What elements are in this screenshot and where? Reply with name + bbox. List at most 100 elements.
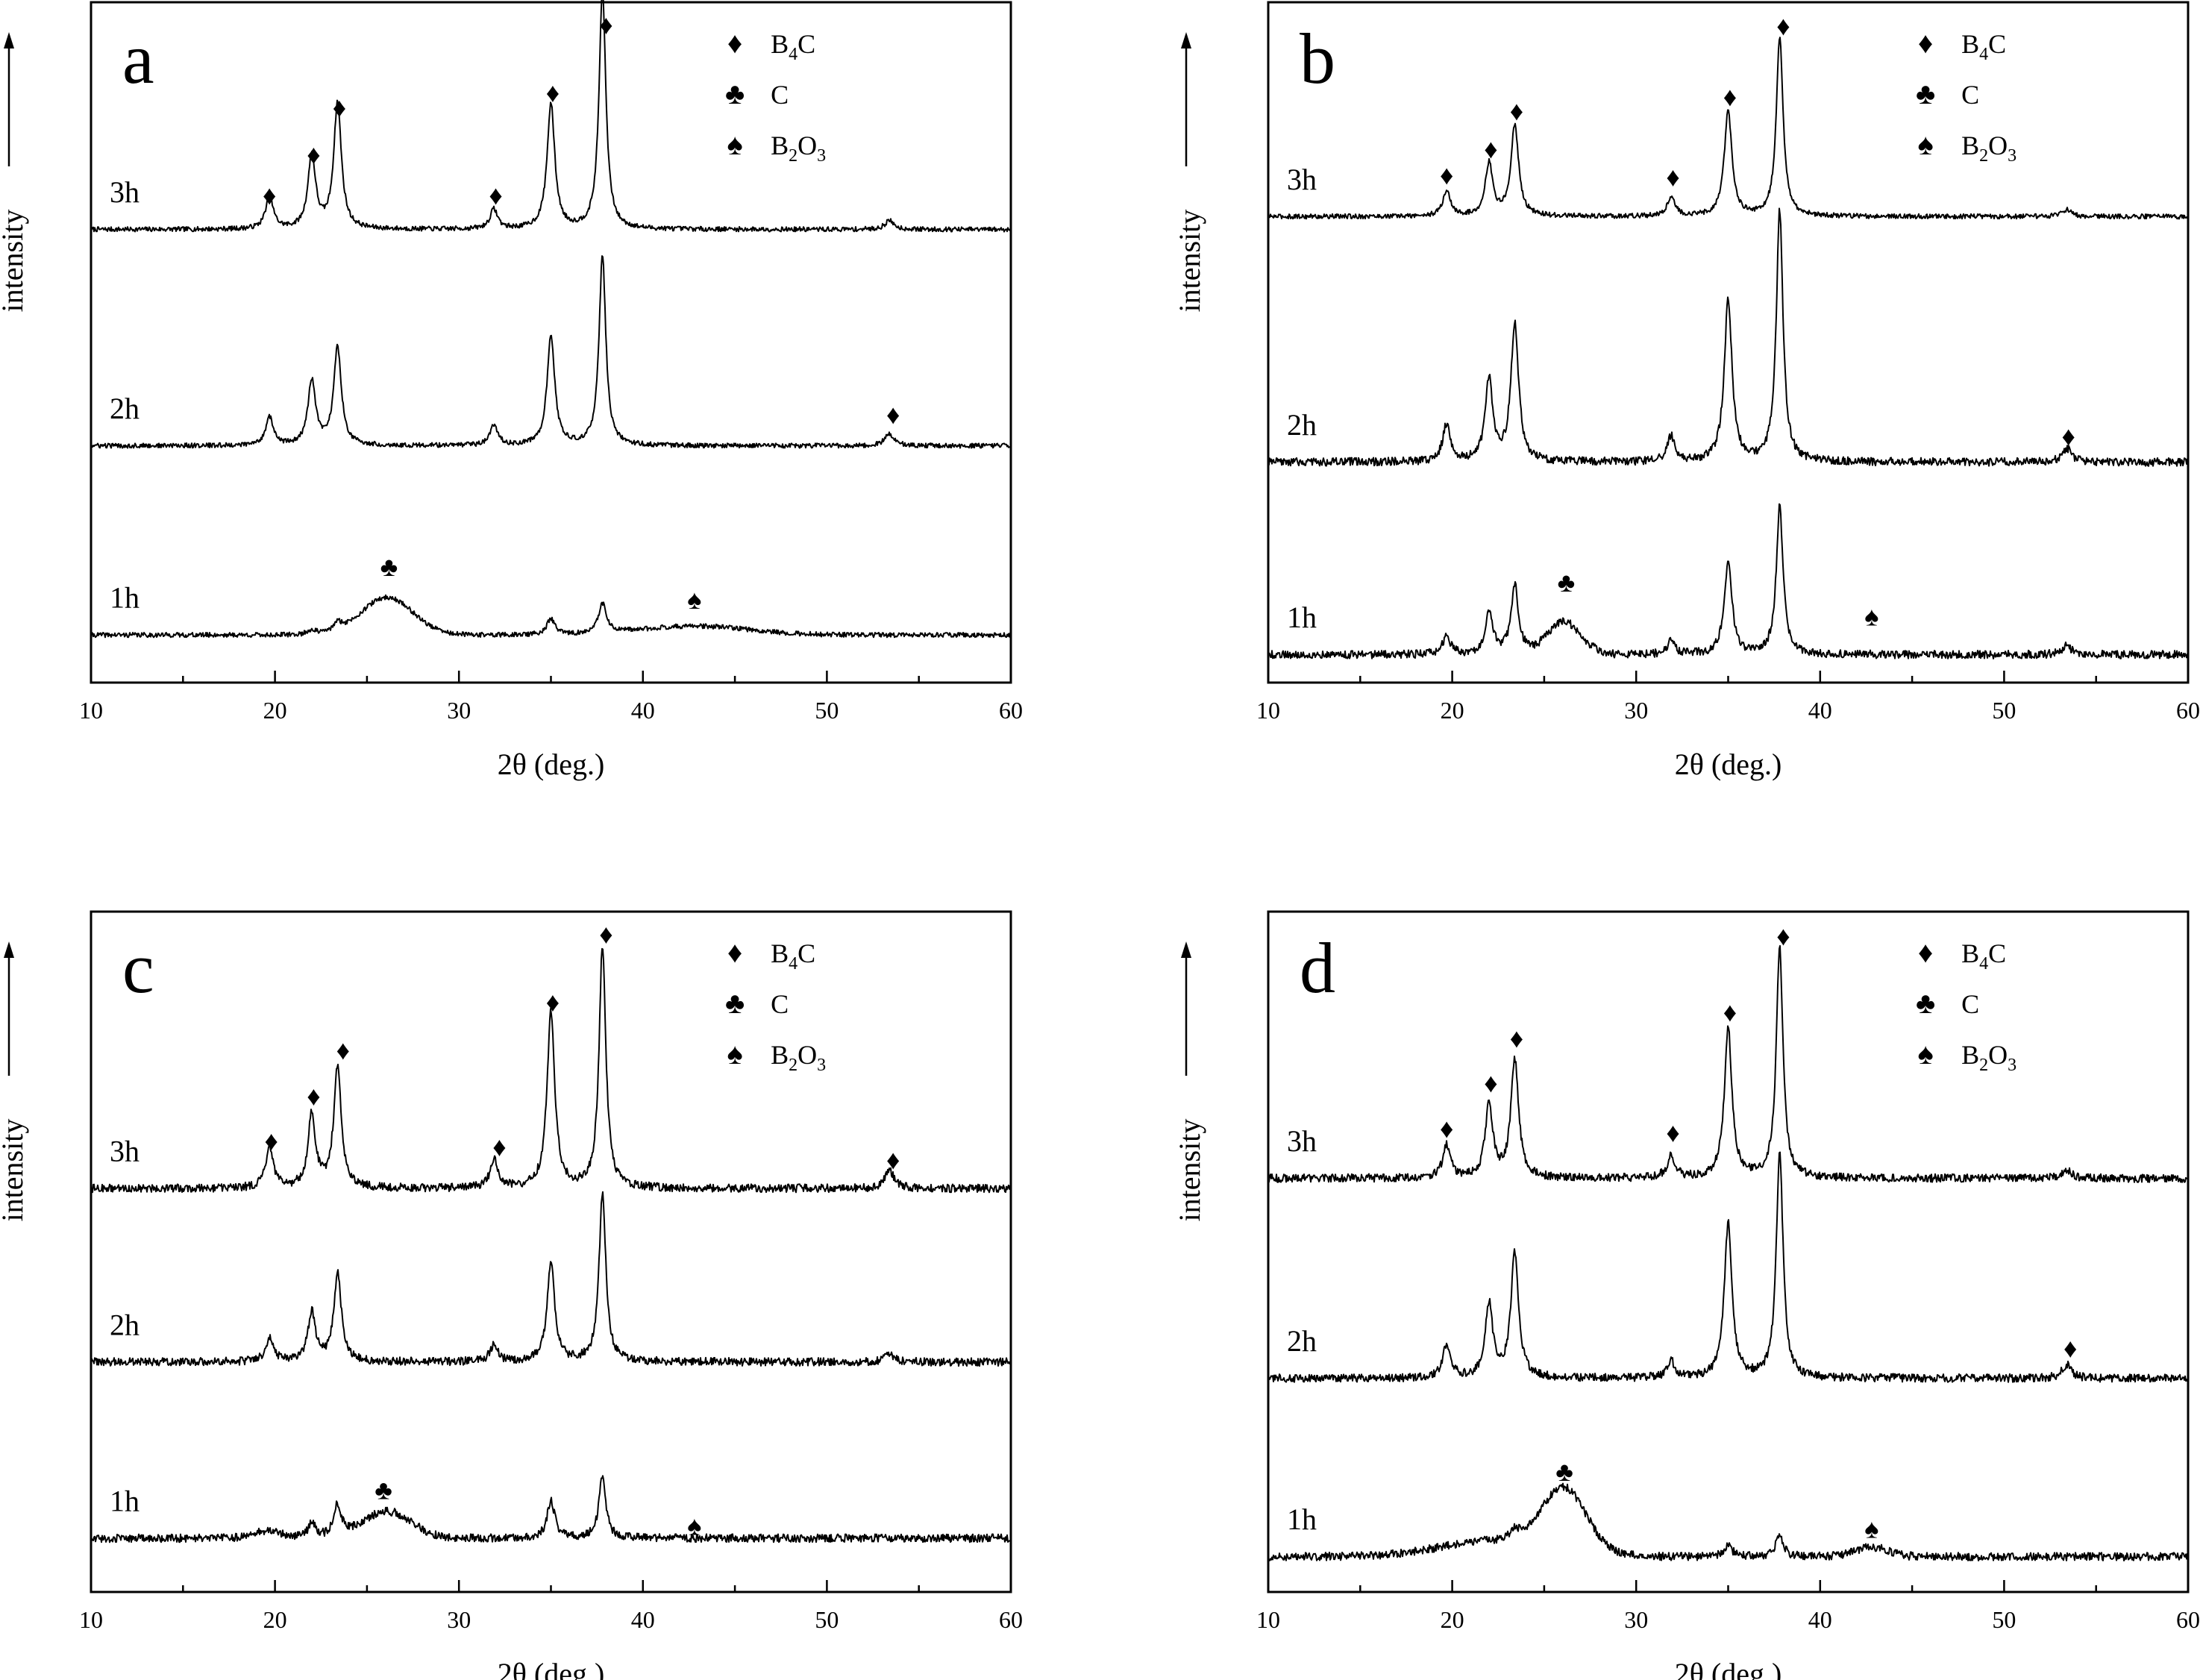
legend-diamond-icon: ♦ bbox=[1918, 935, 1933, 969]
diamond-marker-icon: ♦ bbox=[1666, 163, 1679, 192]
diamond-marker-icon: ♦ bbox=[1510, 1024, 1523, 1053]
x-axis-label: 2θ (deg.) bbox=[498, 747, 605, 781]
x-tick-label: 40 bbox=[631, 1606, 655, 1633]
x-tick-label: 10 bbox=[1256, 1606, 1280, 1633]
series-label: 2h bbox=[1287, 1324, 1317, 1358]
panel-label: d bbox=[1300, 928, 1335, 1008]
legend-label-sub: 2 bbox=[1979, 146, 1988, 166]
panel-label: a bbox=[122, 19, 154, 98]
diamond-marker-icon: ♦ bbox=[599, 919, 612, 949]
x-tick-label: 30 bbox=[1624, 1606, 1648, 1633]
series-line-3h bbox=[1267, 944, 2189, 1183]
series-label: 3h bbox=[110, 175, 140, 209]
diamond-marker-icon: ♦ bbox=[307, 1081, 320, 1111]
legend-label: B4C bbox=[1961, 938, 2006, 974]
y-axis-label: intensity bbox=[0, 1119, 29, 1222]
legend-label-main: B bbox=[1961, 29, 1979, 59]
legend-label: B2O3 bbox=[1961, 1040, 2016, 1075]
x-tick-label: 30 bbox=[1624, 697, 1648, 724]
legend-label-tail: C bbox=[1988, 938, 2006, 968]
x-tick-label: 30 bbox=[447, 1606, 471, 1633]
x-tick-label: 40 bbox=[1808, 697, 1832, 724]
diamond-marker-icon: ♦ bbox=[1510, 96, 1523, 126]
legend-label-tail: C bbox=[797, 29, 815, 59]
legend-label-sub: 3 bbox=[2008, 146, 2016, 166]
diamond-marker-icon: ♦ bbox=[1440, 1114, 1453, 1144]
x-tick-label: 60 bbox=[2176, 1606, 2200, 1633]
spade-marker-icon: ♠ bbox=[687, 1511, 701, 1541]
x-tick-label: 60 bbox=[999, 1606, 1023, 1633]
legend-label-main: B bbox=[1961, 938, 1979, 968]
x-tick-label: 10 bbox=[79, 697, 103, 724]
legend-diamond-icon: ♦ bbox=[727, 935, 742, 969]
series-label: 2h bbox=[110, 392, 140, 425]
x-tick-label: 60 bbox=[999, 697, 1023, 724]
x-axis-label: 2θ (deg.) bbox=[498, 1657, 605, 1680]
y-axis-label: intensity bbox=[1173, 210, 1206, 313]
diamond-marker-icon: ♦ bbox=[1776, 11, 1790, 41]
series-line-1h bbox=[90, 1475, 1012, 1543]
y-axis-label: intensity bbox=[0, 210, 29, 313]
legend-label-tail: O bbox=[797, 1040, 817, 1070]
series-label: 3h bbox=[1287, 1124, 1317, 1158]
legend-label-main: B bbox=[771, 131, 789, 160]
legend-label-sub: 3 bbox=[817, 1056, 826, 1075]
series-label: 1h bbox=[1287, 1502, 1317, 1536]
series-label: 1h bbox=[110, 1484, 140, 1517]
legend-label-tail: O bbox=[1988, 131, 2008, 160]
diamond-marker-icon: ♦ bbox=[1666, 1118, 1679, 1148]
series-label: 3h bbox=[110, 1135, 140, 1168]
series-line-1h bbox=[90, 594, 1012, 639]
spade-marker-icon: ♠ bbox=[687, 585, 701, 615]
legend-label-tail: O bbox=[797, 131, 817, 160]
x-tick-label: 50 bbox=[815, 1606, 839, 1633]
legend-diamond-icon: ♦ bbox=[727, 26, 742, 60]
legend-label: C bbox=[1961, 989, 1979, 1019]
legend-label-main: C bbox=[771, 989, 789, 1019]
diamond-marker-icon: ♦ bbox=[1723, 82, 1737, 112]
diamond-marker-icon: ♦ bbox=[599, 10, 612, 40]
legend-label: B4C bbox=[771, 29, 815, 64]
series-label: 2h bbox=[1287, 408, 1317, 442]
legend-spade-icon: ♠ bbox=[727, 1037, 742, 1071]
series-label: 1h bbox=[110, 581, 140, 615]
y-axis-label: intensity bbox=[1173, 1119, 1206, 1222]
series-line-3h bbox=[90, 0, 1012, 233]
legend-label-main: B bbox=[771, 29, 789, 59]
legend-label-sub: 2 bbox=[1979, 1056, 1988, 1075]
series-line-1h bbox=[1267, 1482, 2189, 1561]
x-tick-label: 20 bbox=[1441, 1606, 1464, 1633]
legend-label: B2O3 bbox=[771, 1040, 826, 1075]
series-label: 1h bbox=[1287, 601, 1317, 634]
diamond-marker-icon: ♦ bbox=[1484, 134, 1497, 164]
series-line-2h bbox=[1267, 1151, 2189, 1383]
diamond-marker-icon: ♦ bbox=[336, 1035, 350, 1065]
legend-label-main: C bbox=[1961, 80, 1979, 110]
series-label: 2h bbox=[110, 1308, 140, 1341]
spade-marker-icon: ♠ bbox=[1864, 602, 1878, 632]
diamond-marker-icon: ♦ bbox=[1484, 1068, 1497, 1098]
diamond-marker-icon: ♦ bbox=[489, 181, 502, 210]
legend-label-main: B bbox=[1961, 131, 1979, 160]
legend-label: B2O3 bbox=[771, 131, 826, 166]
legend-label-sub: 3 bbox=[2008, 1056, 2016, 1075]
legend-club-icon: ♣ bbox=[725, 77, 745, 110]
legend-label-tail: C bbox=[797, 938, 815, 968]
diamond-marker-icon: ♦ bbox=[546, 987, 560, 1017]
legend-label-main: C bbox=[1961, 989, 1979, 1019]
diamond-marker-icon: ♦ bbox=[546, 78, 560, 107]
x-tick-label: 40 bbox=[1808, 1606, 1832, 1633]
legend-label: C bbox=[771, 989, 789, 1019]
x-tick-label: 40 bbox=[631, 697, 655, 724]
legend-label-sub: 2 bbox=[789, 1056, 797, 1075]
x-axis-label: 2θ (deg.) bbox=[1675, 1657, 1782, 1680]
x-tick-label: 60 bbox=[2176, 697, 2200, 724]
legend-label: C bbox=[771, 80, 789, 110]
diamond-marker-icon: ♦ bbox=[1723, 997, 1737, 1027]
legend-club-icon: ♣ bbox=[1916, 986, 1935, 1020]
x-tick-label: 10 bbox=[1256, 697, 1280, 724]
diamond-marker-icon: ♦ bbox=[1776, 921, 1790, 951]
